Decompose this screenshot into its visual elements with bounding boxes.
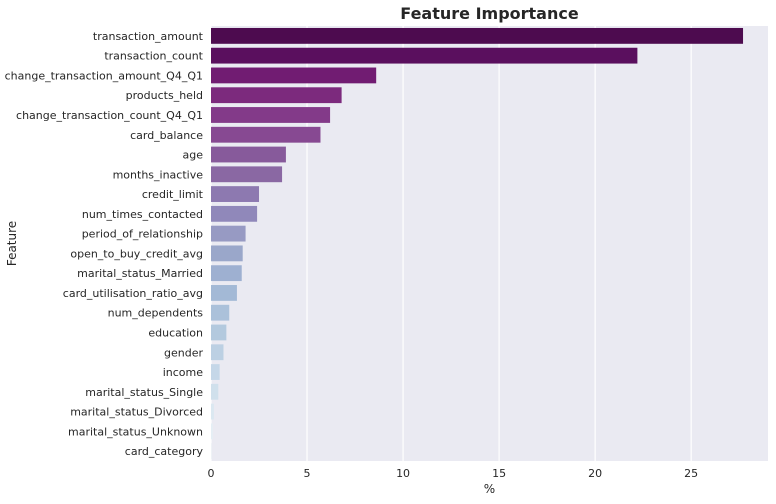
- y-tick-label: card_balance: [130, 129, 203, 142]
- bar-marital-status-single: [211, 383, 219, 400]
- y-tick-label: education: [148, 326, 203, 339]
- y-tick-label: marital_status_Unknown: [68, 425, 203, 438]
- bar-months-inactive: [211, 166, 283, 183]
- bar-products-held: [211, 87, 342, 104]
- bar-change-transaction-count-q4-q1: [211, 107, 331, 123]
- x-tick-labels: 0 5 10 15 20 25: [208, 467, 699, 480]
- y-tick-label: age: [183, 149, 204, 162]
- x-tick-label: 15: [492, 467, 506, 480]
- y-axis-title: Feature: [5, 221, 19, 266]
- x-axis-title: %: [484, 482, 495, 496]
- y-tick-label: transaction_amount: [93, 30, 204, 43]
- y-tick-label: income: [163, 366, 204, 379]
- y-tick-labels: transaction_amount transaction_countchang…: [5, 30, 204, 458]
- y-tick-label: products_held: [126, 89, 203, 102]
- x-tick-label: 5: [304, 467, 311, 480]
- bars: [211, 27, 744, 460]
- bar-marital-status-unknown: [211, 423, 213, 440]
- bar-marital-status-married: [211, 265, 242, 282]
- y-tick-label: months_inactive: [113, 168, 204, 181]
- y-tick-label: card_utilisation_ratio_avg: [63, 287, 203, 300]
- bar-open-to-buy-credit-avg: [211, 245, 243, 262]
- x-tick-label: 25: [684, 467, 698, 480]
- y-tick-label: card_category: [125, 445, 204, 458]
- bar-gender: [211, 344, 224, 361]
- bar-education: [211, 324, 227, 341]
- y-tick-label: transaction_count: [104, 50, 203, 63]
- y-tick-label: num_dependents: [108, 307, 204, 320]
- bar-change-transaction-amount-q4-q1: [211, 67, 377, 84]
- y-tick-label: change_transaction_count_Q4_Q1: [16, 109, 203, 122]
- y-tick-label: num_times_contacted: [82, 208, 203, 221]
- y-tick-label: gender: [164, 346, 203, 359]
- bar-credit-limit: [211, 186, 260, 202]
- x-tick-label: 0: [208, 467, 215, 480]
- bar-transaction-amount: [211, 27, 744, 44]
- y-tick-label: marital_status_Divorced: [70, 406, 203, 419]
- bar-age: [211, 146, 286, 163]
- bar-num-dependents: [211, 304, 230, 321]
- y-tick-label: period_of_relationship: [82, 228, 203, 241]
- y-tick-label: change_transaction_amount_Q4_Q1: [5, 69, 203, 82]
- bar-num-times-contacted: [211, 205, 258, 222]
- y-tick-label: open_to_buy_credit_avg: [70, 247, 203, 260]
- bar-card-balance: [211, 126, 321, 143]
- bar-income: [211, 364, 220, 380]
- bar-card-utilisation-ratio-avg: [211, 285, 237, 301]
- bar-transaction-count: [211, 47, 638, 64]
- y-tick-label: marital_status_Single: [85, 386, 203, 399]
- y-tick-label: credit_limit: [142, 188, 204, 201]
- y-tick-label: marital_status_Married: [77, 267, 203, 280]
- x-tick-label: 10: [396, 467, 410, 480]
- bar-marital-status-divorced: [211, 403, 214, 420]
- bar-card-category: [211, 443, 212, 460]
- bar-period-of-relationship: [211, 225, 246, 242]
- chart-title: Feature Importance: [400, 4, 579, 23]
- x-tick-label: 20: [588, 467, 602, 480]
